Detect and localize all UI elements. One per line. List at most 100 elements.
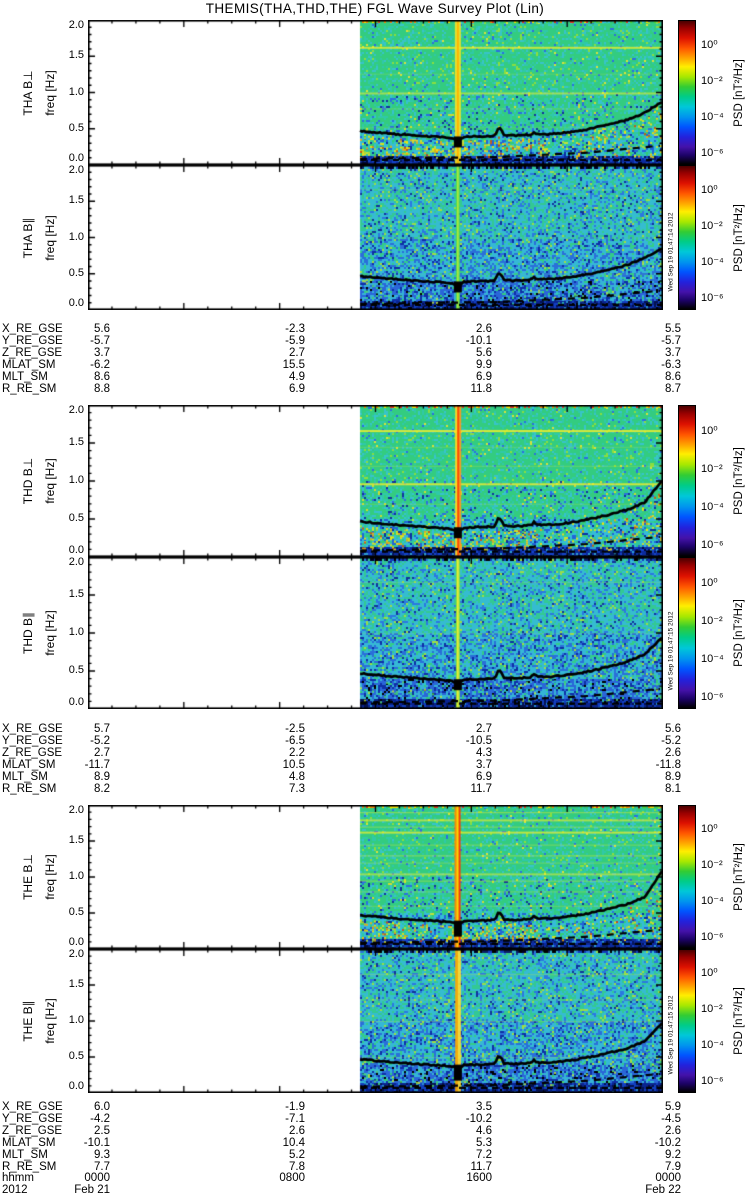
ephem-value: -5.2: [661, 734, 681, 747]
ephem-value: 11.7: [470, 1160, 492, 1173]
ephem-value: 2.5: [94, 1124, 110, 1137]
ephem-value: 5.3: [476, 1136, 492, 1149]
ephem-value: -2.5: [285, 723, 305, 735]
ephem-value: 5.5: [665, 323, 681, 335]
ephem-value: 5.6: [94, 323, 110, 335]
ephem-value: -10.1: [83, 1136, 110, 1149]
colorbar-tick-label: 10⁻⁶: [701, 147, 724, 160]
psd-axis-label: PSD [nT²/Hz]: [733, 447, 745, 515]
ephem-value: 2.6: [476, 323, 492, 335]
ephem-value: 3.7: [476, 758, 492, 771]
ephem-row-label: X_RE_GSE: [2, 1101, 63, 1113]
freq-tick-label: 1.5: [68, 194, 84, 207]
ephem-value: 11.7: [470, 782, 492, 795]
freq-tick-label: 0.5: [68, 266, 84, 279]
spectrogram-tha-bpar: [88, 165, 663, 310]
colorbar-tick-label: 10⁰: [701, 38, 718, 51]
freq-axis-label: freq [Hz]: [43, 69, 57, 116]
ephem-value: 10.4: [282, 1136, 305, 1149]
ephem-value: 4.9: [289, 370, 305, 383]
ephem-row-label: MLT_SM: [2, 370, 48, 383]
ephem-row-label: MLAT_SM: [2, 1136, 56, 1149]
ephem-row-label: MLT_SM: [2, 1148, 48, 1161]
colorbar: [678, 20, 696, 165]
ephem-value: -6.5: [285, 734, 305, 747]
freq-tick-label: 1.5: [68, 978, 84, 990]
ephem-value: 15.5: [282, 358, 305, 371]
ephem-value: Feb 22: [645, 1184, 681, 1197]
ephem-value: 4.6: [476, 1124, 492, 1137]
ephem-row-label: R_RE_SM: [2, 782, 57, 795]
ephem-value: 8.9: [665, 770, 681, 783]
colorbar-tick-label: 10⁻²: [701, 614, 723, 627]
ephem-value: 2.6: [665, 1124, 681, 1137]
freq-tick-label: 1.0: [68, 85, 84, 98]
colorbar-tick-label: 10⁻⁴: [701, 500, 724, 513]
freq-tick-label: 2.0: [68, 948, 84, 960]
freq-tick-label: 1.0: [68, 474, 84, 486]
ephem-value: -1.9: [285, 1101, 305, 1113]
ephem-value: Feb 21: [74, 1184, 110, 1197]
freq-tick-label: 1.5: [68, 49, 84, 62]
colorbar: [678, 557, 696, 709]
ephem-value: -7.1: [285, 1112, 305, 1125]
panel-label: THA B∥: [21, 217, 35, 258]
colorbar-tick-label: 10⁻²: [701, 859, 723, 872]
ephem-value: 4.8: [289, 770, 305, 783]
freq-tick-label: 2.0: [68, 556, 84, 568]
freq-tick-label: 0.5: [68, 512, 84, 524]
ephem-value: 8.8: [94, 382, 110, 395]
ephem-value: 3.7: [665, 346, 681, 359]
ephem-row-label: X_RE_GSE: [2, 723, 63, 735]
timestamp-label: Wed Sep 19 01:47:15 2012: [667, 611, 675, 691]
ephem-value: -5.7: [661, 334, 681, 347]
ephem-value: 6.0: [94, 1101, 110, 1113]
colorbar-tick-label: 10⁻²: [701, 74, 723, 87]
colorbar-tick-label: 10⁰: [701, 967, 718, 980]
ephem-row-label: MLT_SM: [2, 770, 48, 783]
psd-axis-label: PSD [nT²/Hz]: [733, 58, 745, 127]
plot-title: THEMIS(THA,THD,THE) FGL Wave Survey Plot…: [205, 1, 545, 16]
freq-tick-label: 2.0: [68, 804, 84, 816]
panel-label: THD B⊥: [21, 457, 35, 505]
colorbar-tick-label: 10⁻⁴: [701, 652, 724, 665]
ephem-value: 0000: [84, 1172, 110, 1185]
ephem-value: -10.5: [465, 734, 492, 747]
colorbar-tick-label: 10⁻²: [701, 462, 723, 475]
ephem-value: -10.2: [654, 1136, 681, 1149]
freq-tick-label: 0.5: [68, 906, 84, 918]
spectrogram-thd-bperp: [88, 405, 663, 557]
freq-tick-label: 2.0: [68, 404, 84, 416]
ephem-row-label: hhmm: [2, 1172, 34, 1185]
timestamp-label: Wed Sep 19 01:47:14 2012: [667, 212, 675, 292]
ephem-value: 9.3: [94, 1148, 110, 1161]
colorbar-tick-label: 10⁻⁴: [701, 256, 724, 269]
ephem-value: 6.9: [289, 382, 305, 395]
ephem-value: 2.7: [289, 346, 305, 359]
colorbar-tick-label: 10⁻⁴: [701, 111, 724, 124]
ephem-value: 2.7: [476, 723, 492, 735]
ephem-row-label: R_RE_SM: [2, 382, 57, 395]
ephem-value: 6.9: [476, 770, 492, 783]
freq-tick-label: 0.0: [68, 1080, 84, 1092]
ephem-value: 11.8: [470, 382, 492, 395]
spectrogram-the-bpar: [88, 949, 663, 1093]
spectrogram-tha-bperp: [88, 20, 663, 165]
colorbar-tick-label: 10⁻⁶: [701, 292, 724, 305]
colorbar-tick-label: 10⁻⁶: [701, 690, 724, 703]
ephem-row-label: MLAT_SM: [2, 358, 56, 371]
ephem-value: 7.7: [94, 1160, 110, 1173]
freq-axis-label: freq [Hz]: [43, 214, 57, 261]
ephem-value: 9.9: [476, 358, 492, 371]
ephem-value: -6.2: [90, 358, 110, 371]
freq-tick-label: 1.0: [68, 1014, 84, 1026]
ephem-value: 3.5: [476, 1101, 492, 1113]
ephem-value: -11.8: [655, 758, 681, 771]
ephem-value: -4.2: [90, 1112, 110, 1125]
colorbar-tick-label: 10⁰: [701, 823, 718, 836]
ephem-row-label: Y_RE_GSE: [2, 734, 63, 747]
colorbar-tick-label: 10⁰: [701, 424, 718, 437]
panel-label: THA B⊥: [21, 69, 35, 116]
ephem-value: 4.3: [476, 746, 492, 759]
ephem-value: -5.7: [90, 334, 110, 347]
